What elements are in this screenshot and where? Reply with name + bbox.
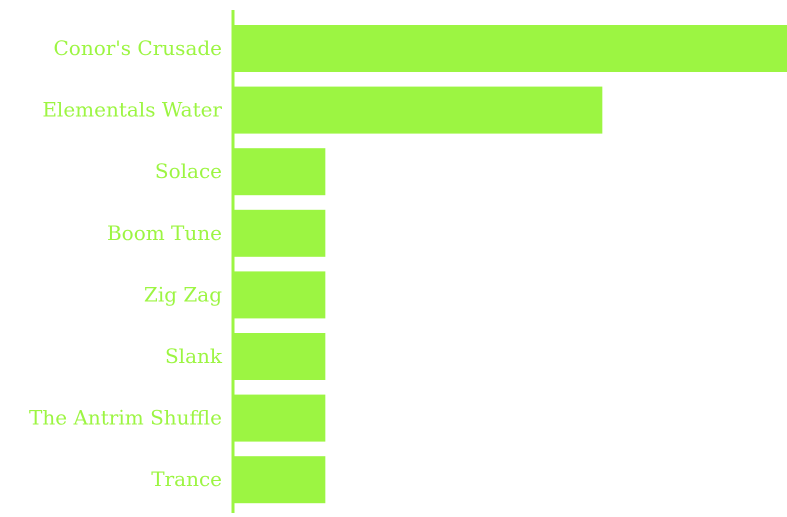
y-tick-label: Conor's Crusade (53, 36, 222, 60)
y-tick-label: The Antrim Shuffle (29, 406, 222, 430)
y-tick-label: Slank (165, 344, 223, 368)
y-tick-label: Trance (151, 467, 222, 491)
bar (233, 271, 326, 319)
bar (233, 456, 326, 504)
y-tick-label: Boom Tune (107, 221, 222, 245)
y-tick-label: Zig Zag (144, 282, 222, 306)
y-tick-label: Elementals Water (42, 98, 222, 122)
bar (233, 209, 326, 257)
bar (233, 333, 326, 380)
bar (233, 148, 326, 196)
bar (233, 86, 603, 134)
bar (233, 25, 787, 72)
y-tick-label: Solace (155, 159, 222, 183)
bar (233, 394, 326, 442)
